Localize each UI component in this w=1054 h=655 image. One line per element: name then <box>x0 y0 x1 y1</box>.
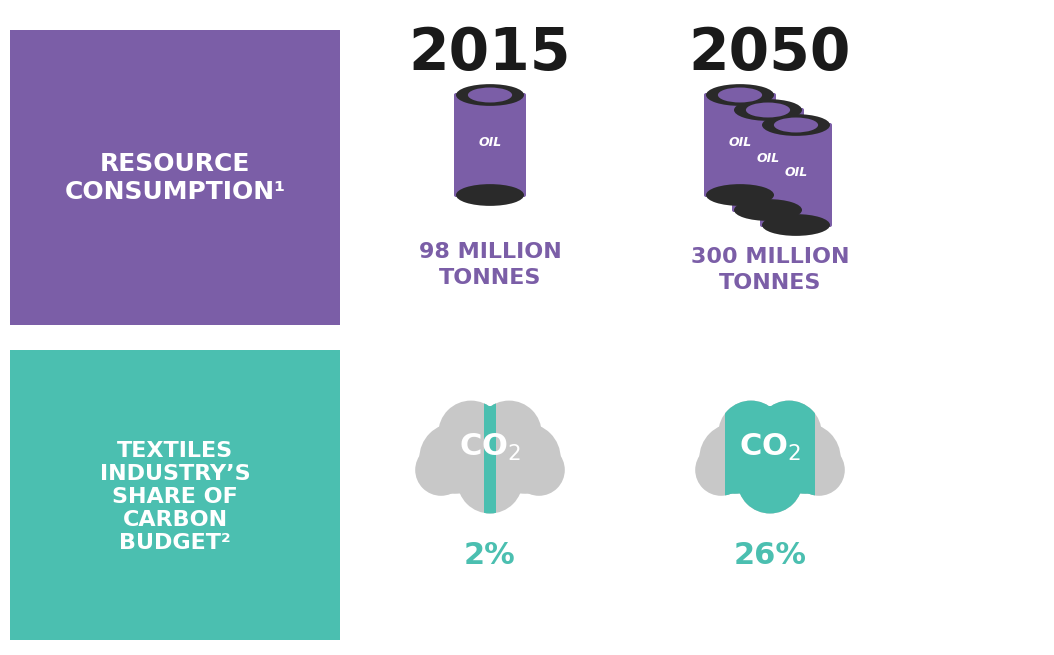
Bar <box>9 350 340 640</box>
Ellipse shape <box>706 184 774 206</box>
FancyBboxPatch shape <box>454 93 526 197</box>
Circle shape <box>793 444 845 496</box>
Circle shape <box>457 448 523 514</box>
Circle shape <box>438 401 504 466</box>
Bar <box>484 367 496 544</box>
Ellipse shape <box>456 84 524 106</box>
Circle shape <box>476 401 542 466</box>
Bar <box>725 367 815 544</box>
Bar <box>484 367 496 544</box>
Text: 300 MILLION
TONNES: 300 MILLION TONNES <box>690 247 850 293</box>
Circle shape <box>770 423 841 494</box>
Circle shape <box>721 406 819 504</box>
Circle shape <box>490 423 561 494</box>
Circle shape <box>513 444 565 496</box>
Circle shape <box>721 406 819 504</box>
Text: 2%: 2% <box>464 540 515 569</box>
Bar <box>725 367 815 544</box>
Text: CO$_2$: CO$_2$ <box>458 432 521 462</box>
Ellipse shape <box>456 184 524 206</box>
Text: OIL: OIL <box>757 151 780 164</box>
Bar <box>725 367 815 544</box>
Bar <box>484 367 496 544</box>
Ellipse shape <box>706 84 774 106</box>
FancyBboxPatch shape <box>704 93 776 197</box>
Bar <box>725 367 815 544</box>
Circle shape <box>696 444 747 496</box>
Ellipse shape <box>746 103 790 117</box>
Text: 2015: 2015 <box>409 25 571 82</box>
Bar <box>725 367 815 544</box>
Text: OIL: OIL <box>728 136 752 149</box>
FancyBboxPatch shape <box>731 108 804 212</box>
Circle shape <box>738 448 803 514</box>
Circle shape <box>757 401 822 466</box>
Ellipse shape <box>734 199 802 221</box>
Text: OIL: OIL <box>784 166 807 179</box>
Ellipse shape <box>734 99 802 121</box>
Bar <box>725 367 815 544</box>
Circle shape <box>419 423 490 494</box>
Circle shape <box>757 401 822 466</box>
Bar <box>484 367 496 544</box>
Circle shape <box>438 401 504 466</box>
Circle shape <box>513 444 565 496</box>
Text: 26%: 26% <box>734 540 806 569</box>
Circle shape <box>419 423 490 494</box>
Ellipse shape <box>762 214 829 236</box>
Bar <box>725 367 815 544</box>
Circle shape <box>415 444 467 496</box>
Circle shape <box>415 444 467 496</box>
Ellipse shape <box>762 114 829 136</box>
Circle shape <box>441 406 539 504</box>
Text: TEXTILES
INDUSTRY’S
SHARE OF
CARBON
BUDGET²: TEXTILES INDUSTRY’S SHARE OF CARBON BUDG… <box>100 441 250 553</box>
Bar <box>484 367 496 544</box>
Ellipse shape <box>718 88 762 102</box>
Circle shape <box>699 423 770 494</box>
Ellipse shape <box>468 88 512 102</box>
Circle shape <box>770 423 841 494</box>
Ellipse shape <box>774 117 818 132</box>
Circle shape <box>490 423 561 494</box>
Text: RESOURCE
CONSUMPTION¹: RESOURCE CONSUMPTION¹ <box>64 152 286 204</box>
Text: 2050: 2050 <box>689 25 852 82</box>
Circle shape <box>719 401 783 466</box>
Circle shape <box>793 444 845 496</box>
Text: CO$_2$: CO$_2$ <box>739 432 801 462</box>
Circle shape <box>719 401 783 466</box>
Circle shape <box>441 406 539 504</box>
Circle shape <box>476 401 542 466</box>
Bar <box>484 367 496 544</box>
Bar <box>725 367 815 544</box>
Circle shape <box>696 444 747 496</box>
Bar <box>484 367 496 544</box>
Text: OIL: OIL <box>479 136 502 149</box>
Circle shape <box>457 448 523 514</box>
Circle shape <box>699 423 770 494</box>
Circle shape <box>738 448 803 514</box>
FancyBboxPatch shape <box>760 123 832 227</box>
Text: 98 MILLION
TONNES: 98 MILLION TONNES <box>418 242 562 288</box>
Bar <box>9 30 340 325</box>
Bar <box>484 367 496 544</box>
